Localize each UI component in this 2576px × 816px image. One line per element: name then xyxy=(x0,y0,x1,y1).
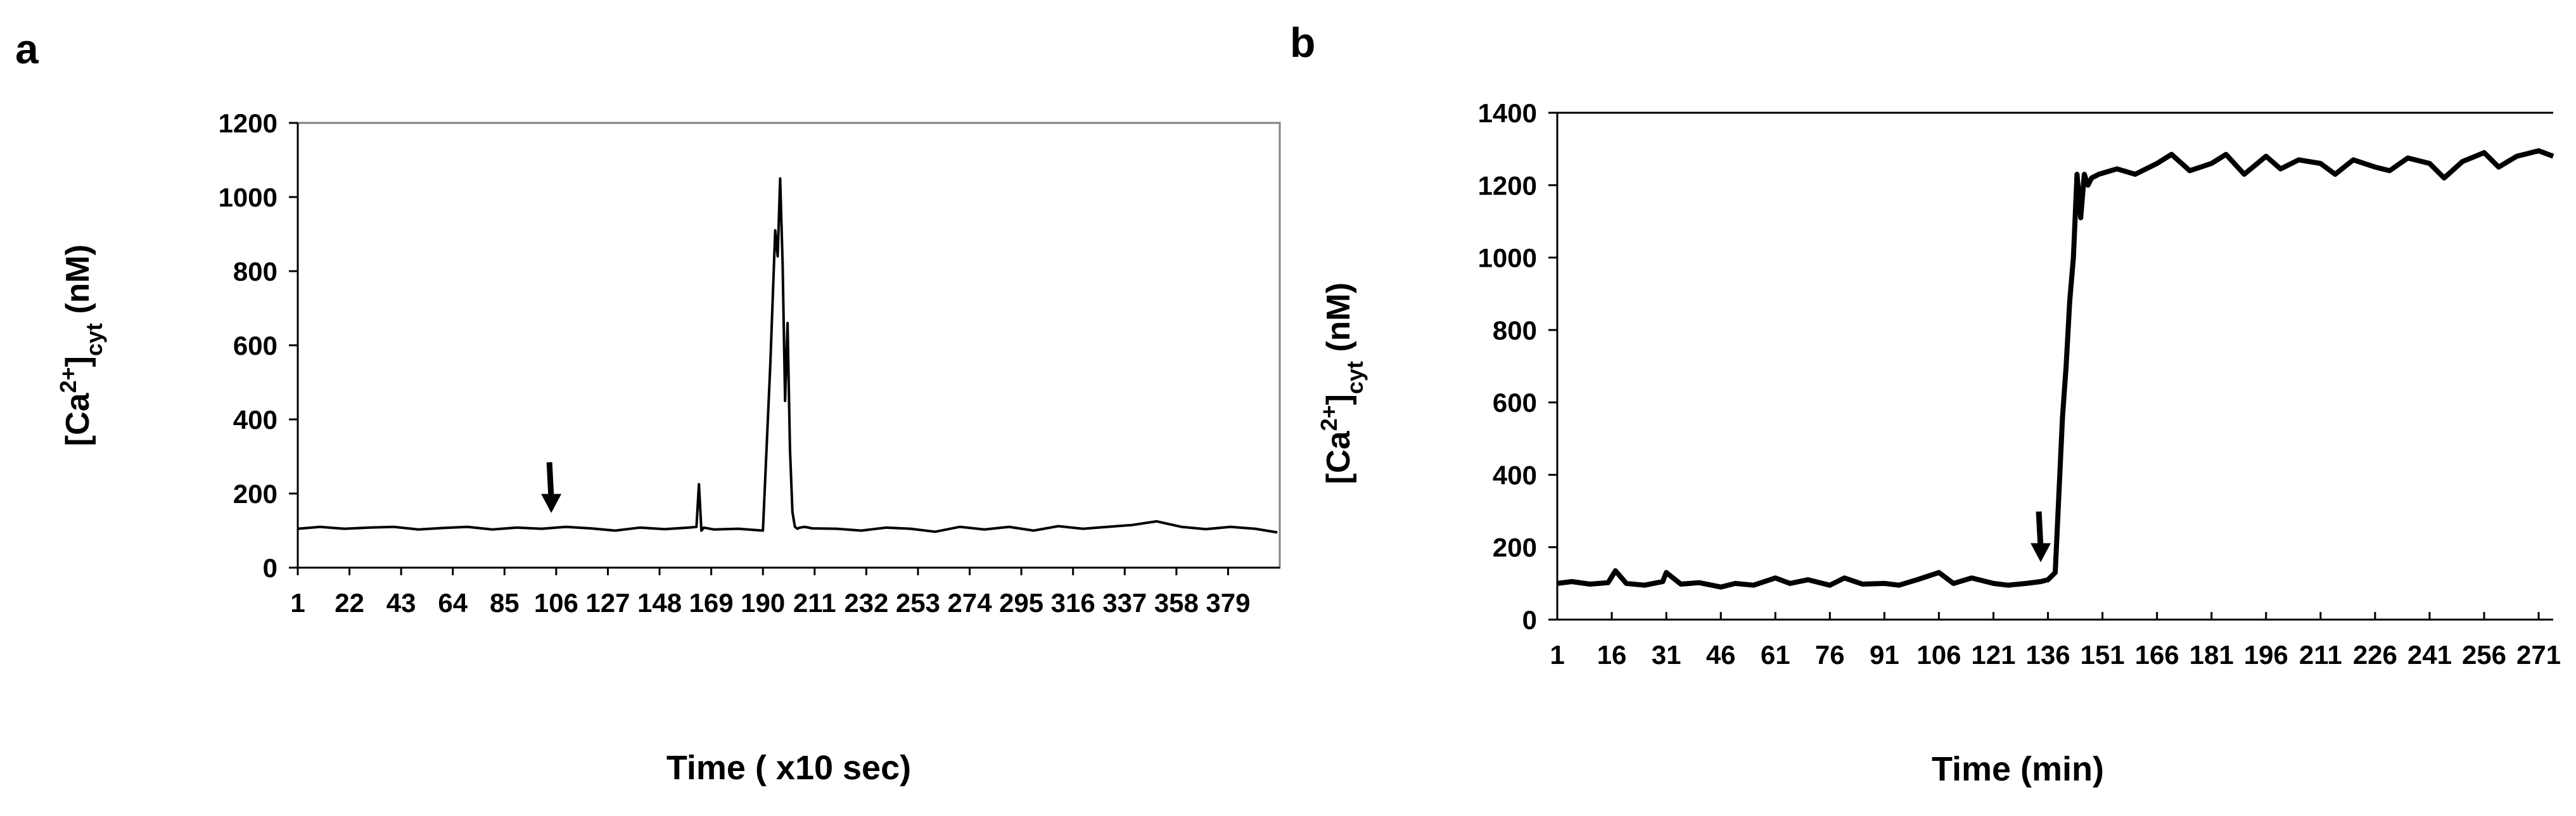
x-tick-label: 121 xyxy=(1971,640,2015,670)
arrow-marker-b xyxy=(2031,511,2051,563)
y-ticks-b: 0 200 400 600 800 1000 1200 1400 xyxy=(1478,98,1557,635)
x-tick-label: 136 xyxy=(2025,640,2070,670)
y-tick-label: 1200 xyxy=(219,108,277,138)
x-tick-label: 64 xyxy=(438,588,468,618)
y-ticks-a: 0 200 400 600 800 1000 1200 xyxy=(219,108,298,583)
x-tick-label: 148 xyxy=(637,588,682,618)
x-tick-label: 151 xyxy=(2081,640,2125,670)
x-tick-label: 46 xyxy=(1706,640,1736,670)
panel-label-a: a xyxy=(15,25,39,72)
x-tick-label: 61 xyxy=(1761,640,1790,670)
y-tick-label: 400 xyxy=(1493,460,1537,490)
arrow-shaft xyxy=(546,462,554,499)
x-tick-label: 16 xyxy=(1597,640,1627,670)
y-axis-label-a: [Ca2+]cyt (nM) xyxy=(55,245,107,446)
x-tick-label: 211 xyxy=(2299,640,2342,670)
y-tick-label: 200 xyxy=(1493,533,1537,563)
y-tick-label: 1000 xyxy=(1478,243,1537,273)
panel-b: b 0 200 400 600 800 1000 1200 1400 1 16 31 46 61 76 9… xyxy=(1290,19,2561,788)
x-tick-label: 169 xyxy=(689,588,734,618)
x-tick-label: 358 xyxy=(1154,588,1199,618)
y-tick-label: 1200 xyxy=(1478,170,1537,200)
x-tick-label: 196 xyxy=(2244,640,2288,670)
x-tick-label: 1 xyxy=(1550,640,1564,670)
series-line-b xyxy=(1557,148,2554,590)
x-tick-label: 337 xyxy=(1102,588,1147,618)
x-tick-label: 190 xyxy=(741,588,785,618)
y-tick-label: 200 xyxy=(233,479,277,509)
y-axis-label-b: [Ca2+]cyt (nM) xyxy=(1316,283,1368,484)
x-tick-label: 85 xyxy=(490,588,520,618)
panel-label-b: b xyxy=(1290,19,1315,66)
x-tick-label: 22 xyxy=(335,588,364,618)
x-tick-label: 241 xyxy=(2407,640,2452,670)
y-tick-label: 1000 xyxy=(219,182,277,212)
x-ticks-b: 1 16 31 46 61 76 91 106 121 136 151 166 181 196 211 226… xyxy=(1550,612,2561,670)
x-tick-label: 43 xyxy=(386,588,416,618)
y-tick-label: 800 xyxy=(1493,316,1537,345)
x-tick-label: 379 xyxy=(1206,588,1250,618)
y-tick-label: 600 xyxy=(233,331,277,360)
x-tick-label: 31 xyxy=(1652,640,1681,670)
x-ticks-a: 1 22 43 64 85 106 127 148 169 190 211 232 253 274 295 3… xyxy=(290,568,1250,618)
y-tick-label: 1400 xyxy=(1478,98,1537,128)
arrow-head xyxy=(2031,543,2051,563)
x-tick-label: 274 xyxy=(947,588,992,618)
series-line-a xyxy=(297,177,1278,534)
x-axis-label-b: Time (min) xyxy=(1932,750,2104,788)
arrow-marker-a xyxy=(541,462,562,513)
x-tick-label: 106 xyxy=(534,588,578,618)
x-tick-label: 211 xyxy=(793,588,836,618)
x-tick-label: 226 xyxy=(2353,640,2397,670)
x-tick-label: 76 xyxy=(1815,640,1845,670)
y-tick-label: 0 xyxy=(1522,605,1537,635)
y-tick-label: 0 xyxy=(263,553,277,583)
arrow-shaft xyxy=(2036,511,2044,549)
y-tick-label: 600 xyxy=(1493,388,1537,418)
x-axis-label-a: Time ( x10 sec) xyxy=(666,749,911,787)
x-tick-label: 253 xyxy=(896,588,940,618)
x-tick-label: 256 xyxy=(2462,640,2506,670)
x-tick-label: 181 xyxy=(2190,640,2234,670)
x-tick-label: 316 xyxy=(1051,588,1095,618)
x-tick-label: 91 xyxy=(1870,640,1899,670)
x-tick-label: 166 xyxy=(2135,640,2179,670)
x-tick-label: 127 xyxy=(585,588,630,618)
x-tick-label: 295 xyxy=(999,588,1043,618)
x-tick-label: 106 xyxy=(1916,640,1961,670)
x-tick-label: 271 xyxy=(2516,640,2561,670)
arrow-head xyxy=(541,494,562,513)
x-tick-label: 232 xyxy=(844,588,888,618)
y-tick-label: 400 xyxy=(233,405,277,435)
y-tick-label: 800 xyxy=(233,257,277,286)
x-tick-label: 1 xyxy=(290,588,305,618)
